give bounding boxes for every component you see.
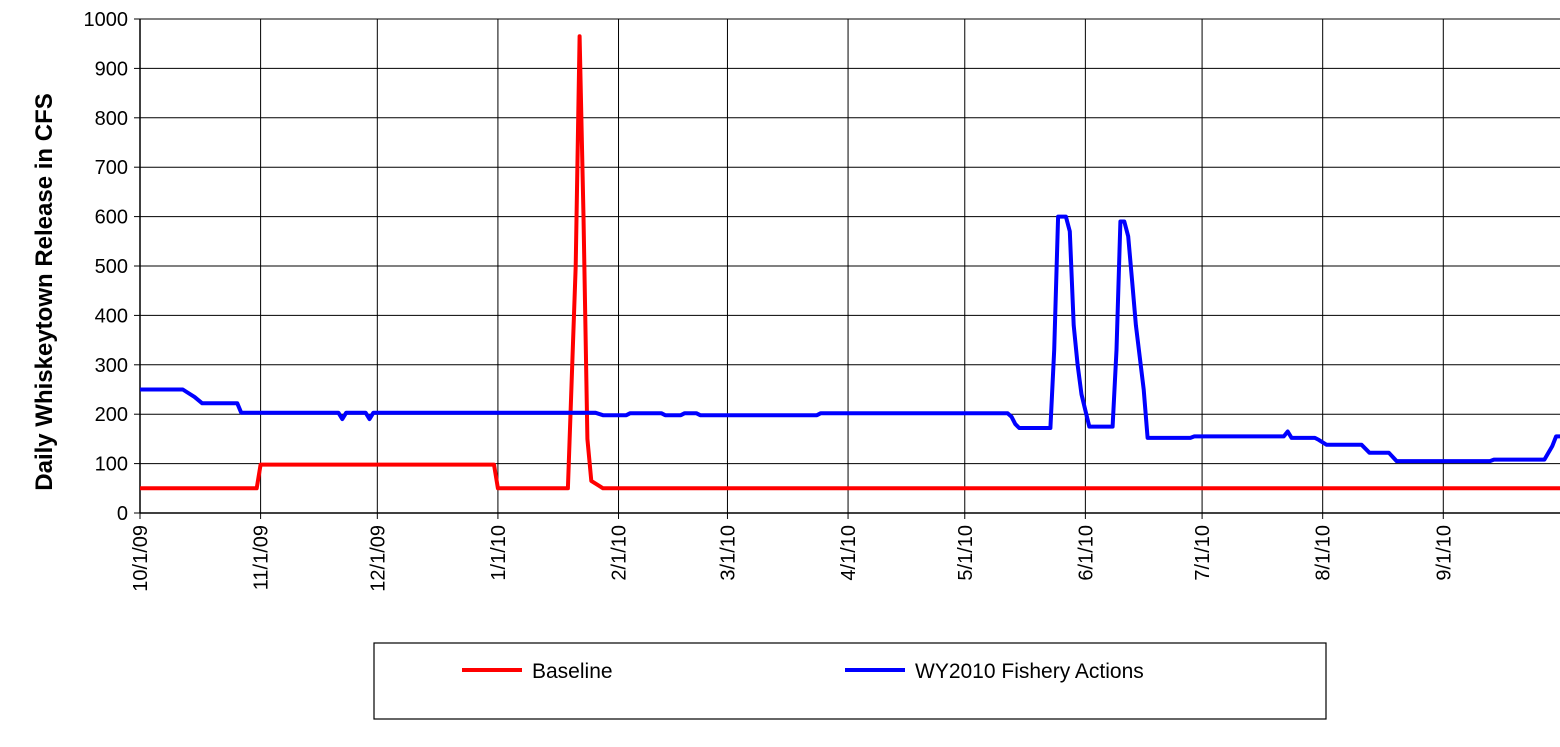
axes <box>134 18 1560 519</box>
x-tick-label: 12/1/09 <box>367 525 389 592</box>
series-lines <box>140 34 1560 491</box>
series-line-wy2010-fishery-actions <box>140 214 1560 464</box>
y-tick-label: 900 <box>95 58 128 80</box>
y-tick-label: 100 <box>95 454 128 476</box>
grid <box>139 18 1560 514</box>
y-tick-label: 0 <box>117 503 128 525</box>
y-tick-label: 500 <box>95 256 128 278</box>
x-tick-label: 9/1/10 <box>1433 525 1455 581</box>
x-tick-label: 8/1/10 <box>1313 525 1335 581</box>
x-tick-label: 6/1/10 <box>1075 525 1097 581</box>
x-tick-label: 7/1/10 <box>1192 525 1214 581</box>
legend-label-fishery: WY2010 Fishery Actions <box>915 660 1144 683</box>
x-tick-label: 10/1/09 <box>130 525 152 592</box>
legend-box <box>373 642 1327 720</box>
y-tick-label: 200 <box>95 404 128 426</box>
x-tick-label: 1/1/10 <box>488 525 510 581</box>
y-tick-label: 1000 <box>84 9 129 31</box>
legend-label-baseline: Baseline <box>532 660 613 683</box>
tick-labels: 0 100 200 300 400 500 600 700 800 900 1000 10/1/09 1… <box>84 9 1456 592</box>
series-line-baseline <box>140 34 1560 491</box>
y-tick-label: 800 <box>95 108 128 130</box>
y-tick-label: 600 <box>95 207 128 229</box>
y-axis-title: Daily Whiskeytown Release in CFS <box>31 93 58 490</box>
x-tick-label: 5/1/10 <box>955 525 977 581</box>
x-tick-label: 4/1/10 <box>838 525 860 581</box>
y-tick-label: 300 <box>95 355 128 377</box>
y-tick-label: 400 <box>95 305 128 327</box>
x-tick-label: 11/1/09 <box>251 525 273 590</box>
y-tick-label: 700 <box>95 157 128 179</box>
legend: Baseline WY2010 Fishery Actions <box>373 642 1327 720</box>
x-tick-label: 3/1/10 <box>717 525 739 581</box>
x-tick-label: 2/1/10 <box>609 525 631 581</box>
